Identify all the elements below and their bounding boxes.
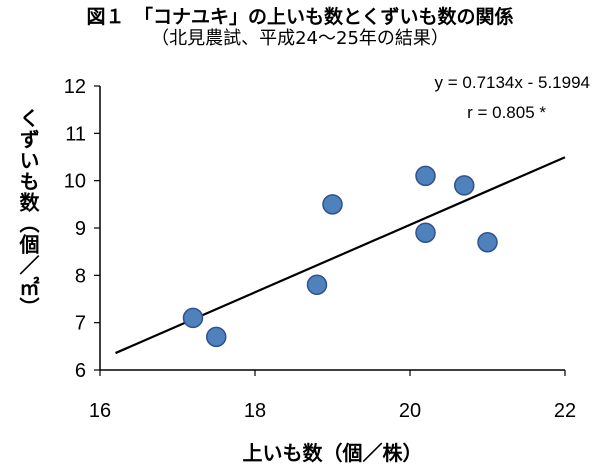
axes [94, 85, 566, 376]
data-point [454, 175, 475, 196]
data-point [206, 326, 227, 348]
data-point [182, 307, 204, 329]
data-point [322, 194, 343, 215]
chart-title: 図１ 「コナユキ」の上いも数とくずいも数の関係 [86, 6, 514, 28]
trendline-group [115, 156, 566, 355]
y-tick-label: 6 [75, 360, 86, 382]
chart-subtitle: （北見農試、平成24～25年の結果） [151, 28, 449, 49]
y-tick-label: 11 [65, 123, 86, 145]
tick-labels: 6 7 8 9 10 11 12 16 18 20 22 [64, 76, 576, 422]
data-point [415, 222, 436, 243]
x-tick-label: 22 [554, 400, 576, 422]
x-tick-label: 18 [244, 400, 266, 422]
equation-label: y = 0.7134x - 5.1994 [435, 73, 590, 92]
x-tick-label: 16 [89, 400, 111, 422]
x-axis-label: 上いも数（個／株） [242, 441, 423, 465]
data-point [415, 165, 436, 187]
y-tick-label: 10 [64, 171, 86, 193]
data-point [477, 231, 498, 253]
y-axis-label: くずいも数（個／㎡） [16, 108, 40, 318]
r-value-label: r = 0.805 * [467, 103, 546, 122]
y-tick-label: 12 [64, 76, 86, 98]
trendline [115, 156, 566, 355]
x-tick-label: 20 [399, 400, 421, 422]
data-point [306, 274, 328, 296]
y-tick-label: 7 [75, 313, 86, 335]
data-points [182, 165, 498, 348]
y-tick-label: 8 [75, 265, 86, 287]
y-tick-label: 9 [75, 218, 86, 240]
